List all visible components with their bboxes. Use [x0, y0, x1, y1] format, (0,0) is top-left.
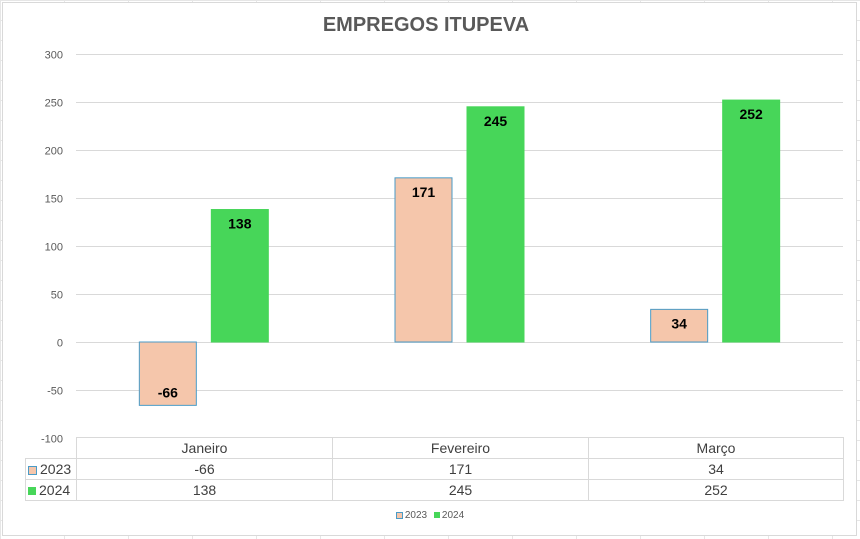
- series-2024-key-icon: [28, 487, 36, 496]
- bar-2024-janeiro[interactable]: [210, 209, 269, 343]
- bar-2024-março[interactable]: [722, 99, 781, 343]
- table-cell: 34: [588, 458, 844, 480]
- data-label: -66: [158, 384, 178, 400]
- data-label: 252: [739, 106, 763, 122]
- bar-2024-fevereiro[interactable]: [466, 106, 525, 343]
- legend-label: 2024: [441, 510, 465, 521]
- data-table-row-2023: 2023 -66 171 34: [25, 458, 844, 480]
- y-tick-label: -50: [47, 386, 63, 398]
- table-cell: 252: [588, 479, 844, 501]
- series-2023-key-icon: [28, 465, 37, 475]
- bar-2023-março[interactable]: [650, 308, 709, 343]
- y-tick-label: 150: [45, 194, 63, 206]
- data-label: 138: [228, 216, 252, 232]
- data-table-corner: [25, 437, 77, 459]
- category-label: Fevereiro: [332, 437, 589, 459]
- data-table: Janeiro Fevereiro Março 2023 -66 171 34 …: [25, 437, 844, 501]
- table-cell: -66: [76, 458, 333, 480]
- table-cell: 245: [332, 479, 589, 501]
- legend-item-2024[interactable]: 2024: [433, 510, 465, 521]
- series-name: 2023: [40, 461, 72, 477]
- legend-item-2023[interactable]: 2023: [395, 510, 428, 521]
- legend: 2023 2024: [0, 510, 860, 521]
- data-label: 171: [412, 184, 436, 200]
- bar-2023-janeiro[interactable]: [138, 341, 197, 406]
- chart-title: EMPREGOS ITUPEVA: [322, 14, 530, 36]
- category-label: Janeiro: [76, 437, 333, 459]
- y-tick-label: 0: [57, 338, 63, 350]
- bars: [138, 99, 781, 406]
- legend-2024-key-icon: [433, 512, 440, 519]
- data-labels: -66 138 171 245 34 252: [158, 106, 763, 400]
- y-tick-label: 100: [45, 242, 63, 254]
- y-tick-label: 300: [45, 50, 63, 62]
- series-label-2024: 2024: [25, 479, 77, 501]
- data-table-header-row: Janeiro Fevereiro Março: [25, 437, 844, 459]
- data-label: 245: [484, 113, 508, 129]
- y-tick-label: 50: [51, 290, 63, 302]
- legend-label: 2023: [404, 510, 428, 521]
- gridlines: [76, 54, 843, 391]
- data-table-row-2024: 2024 138 245 252: [25, 479, 844, 501]
- series-name: 2024: [39, 482, 71, 498]
- category-label: Março: [588, 437, 844, 459]
- y-tick-label: 250: [45, 98, 63, 110]
- table-cell: 171: [332, 458, 589, 480]
- bar-2023-fevereiro[interactable]: [394, 177, 453, 343]
- data-label: 34: [671, 315, 687, 331]
- table-cell: 138: [76, 479, 333, 501]
- y-tick-label: 200: [45, 146, 63, 158]
- legend-2023-key-icon: [395, 511, 403, 519]
- series-label-2023: 2023: [25, 458, 77, 480]
